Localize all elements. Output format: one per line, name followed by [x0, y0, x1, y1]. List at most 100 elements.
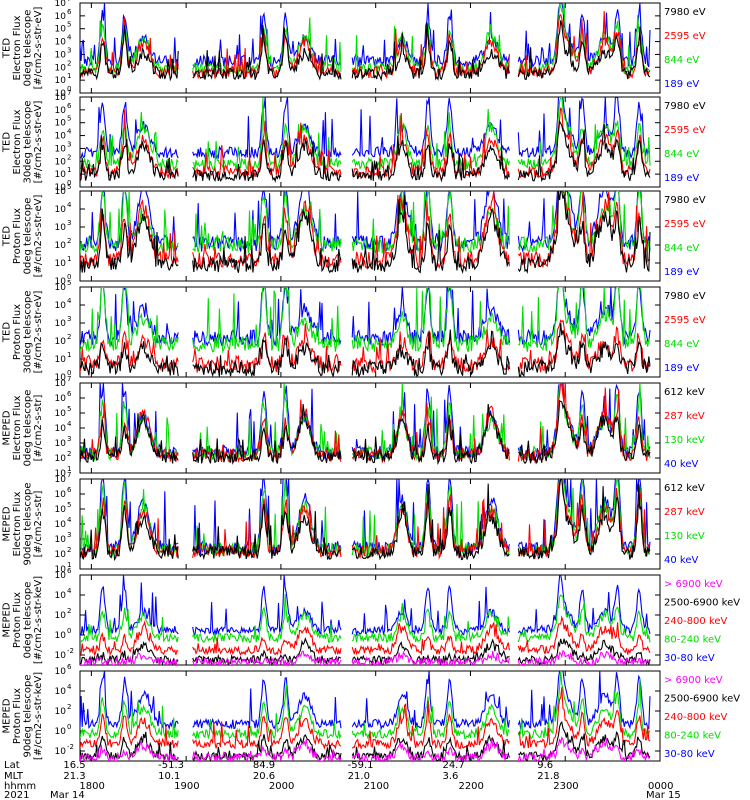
y-tick-exponent: 1 — [67, 255, 71, 263]
y-tick-exponent: 2 — [67, 237, 71, 245]
traces — [80, 97, 651, 183]
legend-entry: 612 keV — [664, 387, 705, 398]
y-tick-label: 10 — [55, 25, 67, 35]
y-tick-exponent: 5 — [67, 405, 71, 413]
y-tick-exponent: 4 — [67, 587, 72, 595]
legend-entry: 2500-6900 keV — [664, 598, 740, 609]
legend-entry: 80-240 keV — [664, 731, 721, 742]
y-tick-label: 10 — [55, 475, 67, 485]
series-line — [80, 191, 651, 254]
y-axis-title-line: TED — [1, 38, 12, 59]
time-tick-label: 1900 — [174, 781, 199, 792]
y-tick-exponent: 1 — [67, 166, 71, 174]
y-axis-title-line: [#/cm2-s-str-eV] — [33, 101, 44, 184]
y-tick-label: 10 — [55, 409, 67, 419]
panel-frame — [79, 286, 661, 378]
time-tick-label: 2300 — [553, 781, 578, 792]
mlt-value: 21.8 — [537, 771, 559, 782]
y-tick-label: 10 — [55, 106, 67, 116]
y-axis-title-line: 0deg telescope — [22, 582, 33, 659]
time-tick-label: 2000 — [269, 781, 294, 792]
y-axis-title-line: [#/cm2-s-str-eV] — [33, 291, 44, 374]
y-tick-exponent: 4 — [67, 683, 72, 691]
lat-value: -59.1 — [348, 760, 374, 771]
lat-value: -51.3 — [158, 760, 184, 771]
y-axis-title-line: Electron Flux — [12, 109, 23, 174]
legend-entry: 40 keV — [664, 459, 698, 470]
y-tick-exponent: 7 — [67, 375, 71, 383]
y-tick-exponent: 2 — [67, 607, 71, 615]
series-line — [80, 593, 651, 644]
legend-entry: 7980 eV — [664, 195, 706, 206]
y-tick-label: 10 — [55, 132, 67, 142]
y-tick-label: 10 — [55, 183, 67, 193]
y-axis-title-line: [#/cm2-s-str-keV] — [33, 576, 44, 664]
traces — [80, 3, 651, 82]
legend-entry: 2595 eV — [664, 219, 706, 230]
legend-entry: 844 eV — [664, 55, 699, 66]
y-tick-exponent: 1 — [67, 465, 71, 473]
y-tick-label: 10 — [55, 50, 67, 60]
y-axis-title: TEDProton Flux30deg telescope[#/cm2-s-st… — [1, 290, 44, 373]
y-tick-label: 10 — [55, 157, 67, 167]
y-tick-label: 10 — [55, 76, 67, 86]
y-tick-label: 10 — [55, 727, 67, 737]
legend-entry: 130 keV — [664, 531, 705, 542]
series-line — [80, 322, 651, 377]
series-line — [80, 20, 651, 82]
y-tick-label: 10 — [55, 505, 67, 515]
y-tick-exponent: 3 — [67, 46, 71, 54]
y-tick-label: 10 — [55, 259, 67, 269]
lat-value: 84.9 — [253, 760, 275, 771]
y-tick-label: 10 — [55, 241, 67, 251]
y-tick-exponent: 5 — [67, 115, 71, 123]
y-tick-exponent: 6 — [67, 486, 72, 494]
y-axis-title-line: [#/cm2-s-str-eV] — [33, 195, 44, 278]
y-tick-exponent: 2 — [67, 153, 71, 161]
y-tick-label: 10 — [55, 373, 67, 383]
y-tick-label: 10 — [55, 707, 67, 717]
y-tick-label: 10 — [55, 631, 67, 641]
y-axis-title-line: [#/cm2-s-str-eV] — [33, 7, 44, 90]
y-tick-label: 10 — [55, 93, 67, 103]
y-axis-title-line: MEPED — [1, 410, 12, 445]
y-tick-exponent: 3 — [67, 435, 71, 443]
legend-entry: 7980 eV — [664, 101, 706, 112]
y-tick-exponent: 6 — [67, 663, 72, 671]
y-tick-exponent: 3 — [67, 140, 71, 148]
y-axis-title-line: MEPED — [1, 506, 12, 541]
mlt-value: 10.1 — [158, 771, 180, 782]
y-tick-label: 10 — [55, 565, 67, 575]
y-axis-title-line: MEPED — [1, 602, 12, 637]
y-tick-exponent: 0 — [67, 85, 71, 93]
y-axis-title-line: Electron Flux — [12, 15, 23, 80]
series-line — [80, 97, 651, 172]
y-tick-label: 10 — [55, 89, 67, 99]
legend-entry: 80-240 keV — [664, 635, 721, 646]
legend-entry: 189 eV — [664, 173, 699, 184]
y-axis-title-line: 0deg telescope — [22, 10, 33, 87]
series-line — [80, 636, 651, 665]
y-axis-title-line: Proton Flux — [12, 592, 23, 648]
mlt-value: 3.6 — [442, 771, 458, 782]
mlt-value: 21.0 — [348, 771, 370, 782]
y-tick-exponent: 4 — [67, 516, 72, 524]
y-axis-title-line: 90deg telescope — [22, 482, 33, 565]
y-axis-title-line: Proton Flux — [12, 208, 23, 264]
y-axis-title-line: 0deg telescope — [22, 390, 33, 467]
legend-entry: 189 eV — [664, 267, 699, 278]
series-line — [80, 736, 651, 761]
series-line — [80, 479, 651, 562]
traces — [80, 287, 651, 377]
y-tick-label: 10 — [55, 170, 67, 180]
y-tick-exponent: 0 — [67, 179, 71, 187]
y-tick-label: 10 — [55, 187, 67, 197]
series-line — [80, 399, 651, 466]
